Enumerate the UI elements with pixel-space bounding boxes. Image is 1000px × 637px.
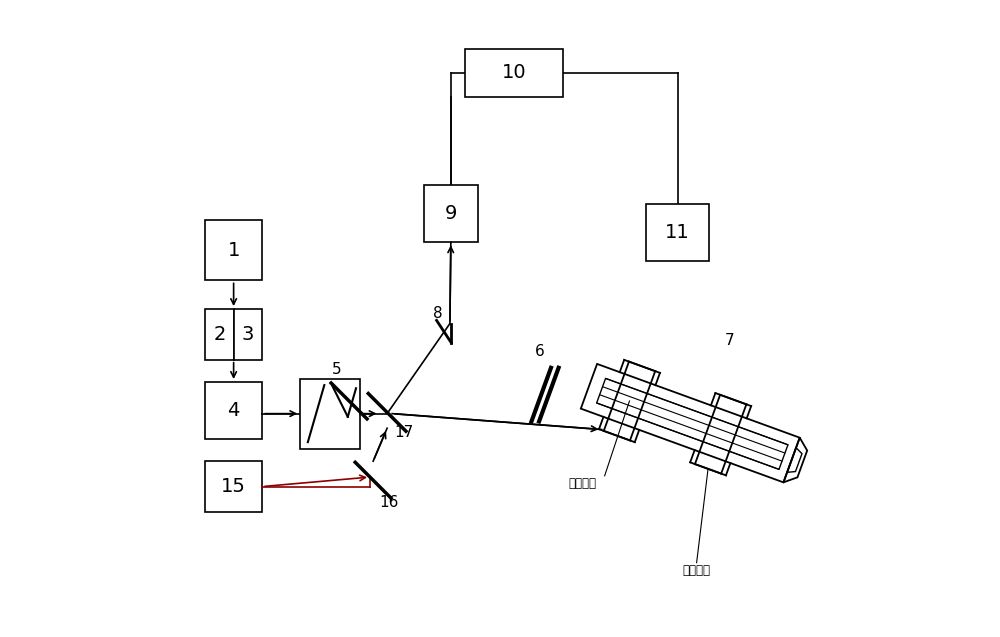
Bar bbox=[205, 382, 262, 439]
Text: 15: 15 bbox=[221, 477, 246, 496]
Text: 5: 5 bbox=[332, 362, 342, 376]
Bar bbox=[205, 309, 234, 360]
Text: 气体出口: 气体出口 bbox=[683, 564, 711, 576]
Bar bbox=[234, 309, 262, 360]
Bar bbox=[646, 204, 709, 261]
Bar bbox=[465, 49, 563, 97]
Text: 1: 1 bbox=[227, 241, 240, 260]
Text: 8: 8 bbox=[433, 306, 443, 321]
Text: 11: 11 bbox=[665, 224, 690, 243]
Text: 10: 10 bbox=[502, 63, 527, 82]
Text: 9: 9 bbox=[445, 204, 457, 224]
Text: 3: 3 bbox=[242, 325, 254, 344]
Bar bbox=[205, 220, 262, 280]
Bar bbox=[424, 185, 478, 243]
Bar bbox=[205, 461, 262, 512]
Text: 2: 2 bbox=[213, 325, 226, 344]
Text: 17: 17 bbox=[394, 425, 413, 440]
Text: 7: 7 bbox=[725, 333, 734, 348]
Text: 16: 16 bbox=[379, 495, 399, 510]
Text: 4: 4 bbox=[227, 401, 240, 420]
Text: 气体进口: 气体进口 bbox=[568, 477, 596, 490]
Text: 6: 6 bbox=[534, 344, 544, 359]
Bar bbox=[300, 379, 360, 448]
